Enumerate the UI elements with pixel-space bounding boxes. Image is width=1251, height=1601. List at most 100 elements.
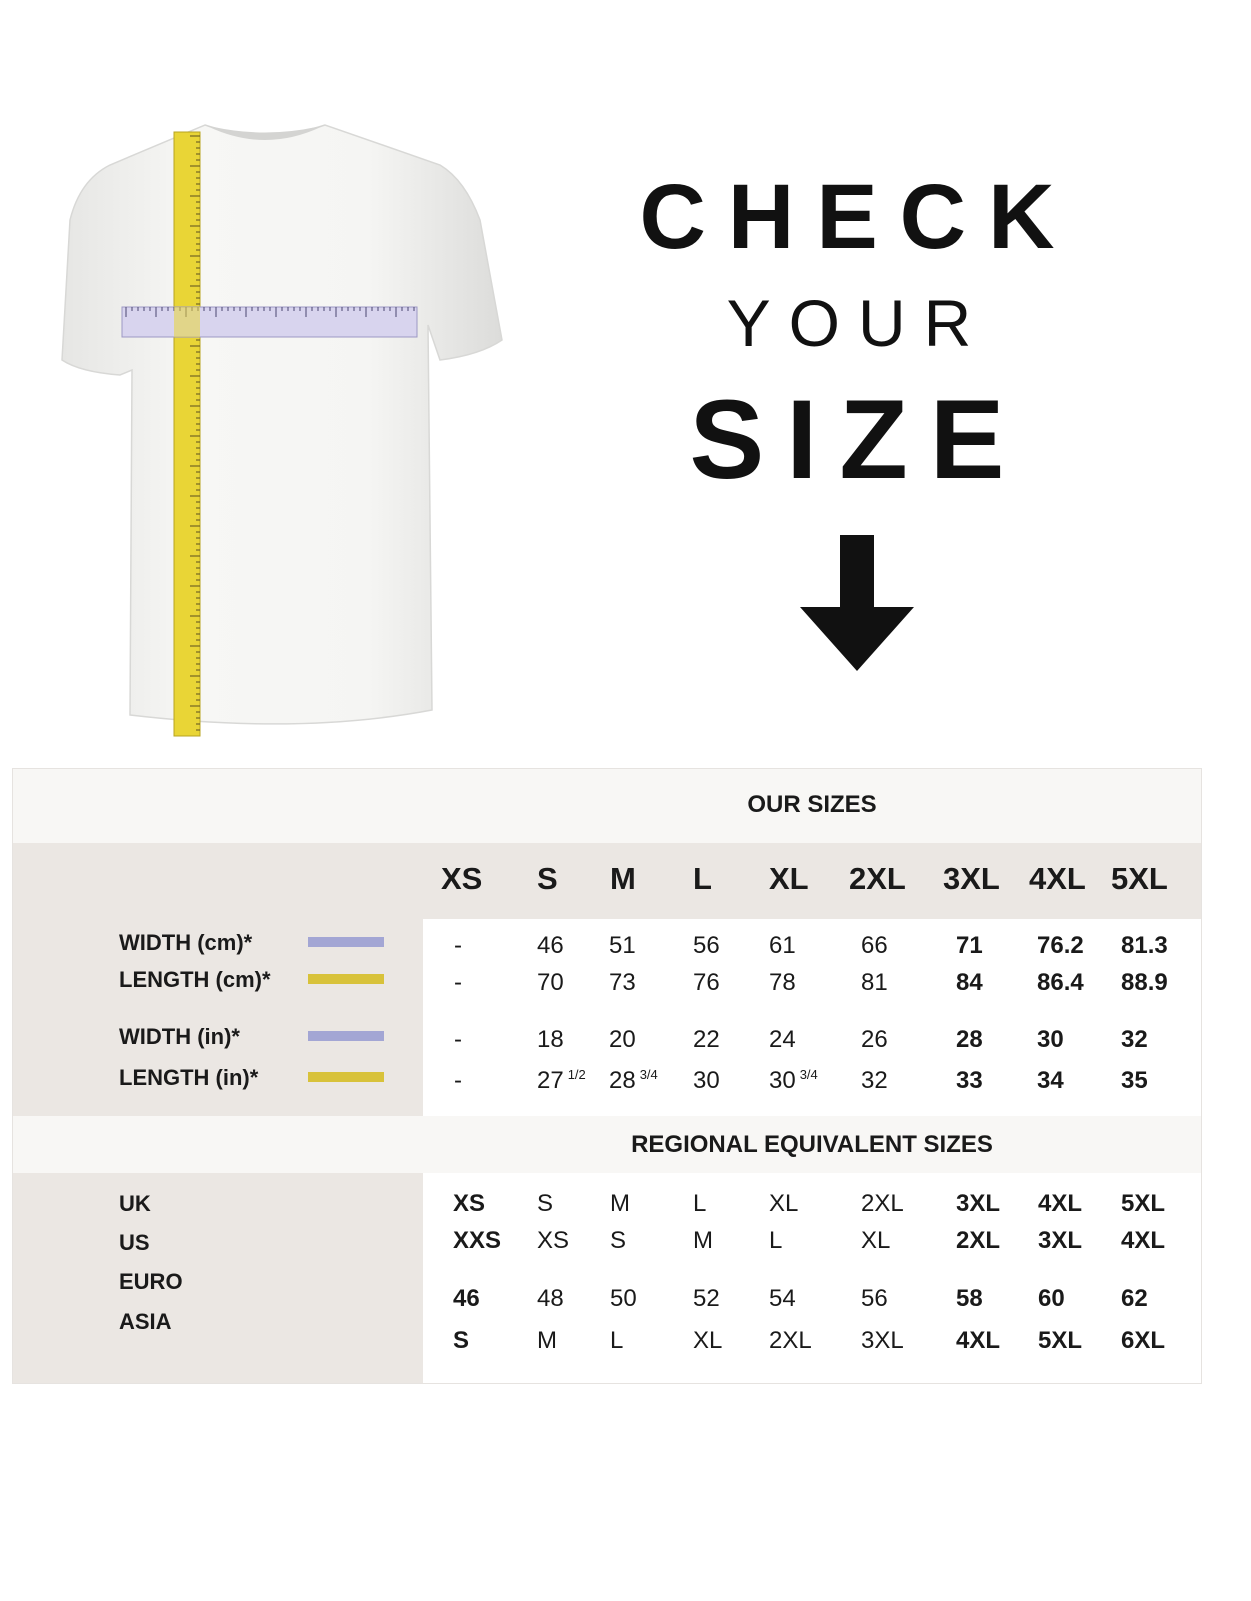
- measurement-cell: 30: [1037, 1026, 1064, 1054]
- measurement-cell: -: [454, 1026, 462, 1054]
- cell-value: 26: [861, 1026, 888, 1053]
- cell-value: 61: [769, 932, 796, 959]
- cell-value: 84: [956, 969, 983, 996]
- cell-value: 30: [693, 1067, 720, 1094]
- regional-size-cell: 4XL: [1121, 1227, 1166, 1254]
- measurement-cell: 81: [861, 969, 888, 997]
- measurement-cell: -: [454, 969, 462, 997]
- cell-value: 24: [769, 1026, 796, 1053]
- cell-value: 76.2: [1037, 932, 1084, 959]
- regional-size-cell: XL: [693, 1327, 723, 1354]
- regional-size-cell: 50: [610, 1285, 637, 1312]
- regional-size-cell: S: [537, 1190, 554, 1217]
- fraction: 3/4: [639, 1067, 658, 1082]
- regional-area: [423, 1173, 1201, 1383]
- measurement-cell: 61: [769, 932, 796, 960]
- measurement-cell: 56: [693, 932, 720, 960]
- measurement-cell: -: [454, 1067, 462, 1095]
- regional-size-cell: XXS: [453, 1227, 502, 1254]
- cell-value: 28: [609, 1067, 636, 1094]
- cell-value: -: [454, 1067, 462, 1094]
- measurement-cell: 34: [1037, 1067, 1064, 1095]
- measurement-cell: 26: [861, 1026, 888, 1054]
- regional-size-cell: 3XL: [1038, 1227, 1083, 1254]
- measurement-cell: 30 3/4: [769, 1067, 818, 1095]
- cell-value: 78: [769, 969, 796, 996]
- cell-value: 28: [956, 1026, 983, 1053]
- cell-value: 76: [693, 969, 720, 996]
- measurement-cell: 28 3/4: [609, 1067, 658, 1095]
- regional-title: REGIONAL EQUIVALENT SIZES: [631, 1131, 993, 1158]
- measurement-cell: 88.9: [1121, 969, 1168, 997]
- cell-value: 22: [693, 1026, 720, 1053]
- fraction: 3/4: [799, 1067, 818, 1082]
- regional-size-cell: XL: [769, 1190, 799, 1217]
- measurement-cell: 32: [861, 1067, 888, 1095]
- heading-size: SIZE: [689, 377, 1027, 502]
- regional-size-cell: 58: [956, 1285, 983, 1312]
- regional-size-cell: 62: [1121, 1285, 1148, 1312]
- regional-size-cell: 5XL: [1121, 1190, 1166, 1217]
- cell-value: 81.3: [1121, 932, 1168, 959]
- measurement-cell: 33: [956, 1067, 983, 1095]
- regional-size-cell: 4XL: [956, 1327, 1001, 1354]
- cell-value: 33: [956, 1067, 983, 1094]
- measurement-cell: 20: [609, 1026, 636, 1054]
- cell-value: 30: [1037, 1026, 1064, 1053]
- measurement-cell: 28: [956, 1026, 983, 1054]
- measurement-cell: 78: [769, 969, 796, 997]
- regional-size-cell: L: [610, 1327, 624, 1354]
- heading-your: YOUR: [726, 286, 990, 360]
- cell-value: 18: [537, 1026, 564, 1053]
- arrow-down-icon: [800, 535, 914, 671]
- measurement-cell: 27 1/2: [537, 1067, 586, 1095]
- regional-size-cell: 2XL: [769, 1327, 812, 1354]
- regional-size-cell: L: [769, 1227, 783, 1254]
- regional-size-cell: 60: [1038, 1285, 1065, 1312]
- width-color-swatch: [308, 1031, 384, 1041]
- cell-value: 46: [537, 932, 564, 959]
- cell-value: 88.9: [1121, 969, 1168, 996]
- cell-value: 27: [537, 1067, 564, 1094]
- cell-value: 34: [1037, 1067, 1064, 1094]
- cell-value: -: [454, 1026, 462, 1053]
- cell-value: 81: [861, 969, 888, 996]
- measurement-cell: -: [454, 932, 462, 960]
- cell-value: -: [454, 969, 462, 996]
- regional-size-cell: M: [693, 1227, 713, 1254]
- measurements-area: [423, 919, 1201, 1116]
- length-color-swatch: [308, 1072, 384, 1082]
- size-header-4xl: 4XL: [1029, 861, 1086, 896]
- regional-size-cell: 2XL: [861, 1190, 904, 1217]
- cell-value: 86.4: [1037, 969, 1084, 996]
- size-header-xs: XS: [441, 861, 483, 896]
- measurement-cell: 84: [956, 969, 983, 997]
- measurement-cell: 66: [861, 932, 888, 960]
- size-header-m: M: [610, 861, 636, 896]
- cell-value: 73: [609, 969, 636, 996]
- region-label-asia: ASIA: [119, 1309, 172, 1334]
- cell-value: 56: [693, 932, 720, 959]
- size-header-s: S: [537, 861, 558, 896]
- region-label-us: US: [119, 1230, 150, 1255]
- cell-value: 71: [956, 932, 983, 959]
- regional-size-cell: 56: [861, 1285, 888, 1312]
- our-sizes-header-band: [13, 769, 1201, 843]
- regional-size-cell: 6XL: [1121, 1327, 1166, 1354]
- measurement-cell: 51: [609, 932, 636, 960]
- size-header-3xl: 3XL: [943, 861, 1000, 896]
- regional-header-band: [13, 1116, 1201, 1173]
- regional-size-cell: S: [453, 1327, 470, 1354]
- cell-value: 51: [609, 932, 636, 959]
- cell-value: 66: [861, 932, 888, 959]
- measurement-cell: 70: [537, 969, 564, 997]
- heading-check: CHECK: [639, 166, 1077, 268]
- measurement-cell: 18: [537, 1026, 564, 1054]
- region-label-uk: UK: [119, 1191, 151, 1216]
- regional-size-cell: 48: [537, 1285, 564, 1312]
- region-label-euro: EURO: [119, 1269, 183, 1294]
- row-label: WIDTH (cm)*: [119, 930, 253, 955]
- measurement-cell: 32: [1121, 1026, 1148, 1054]
- length-color-swatch: [308, 974, 384, 984]
- row-label: WIDTH (in)*: [119, 1024, 240, 1049]
